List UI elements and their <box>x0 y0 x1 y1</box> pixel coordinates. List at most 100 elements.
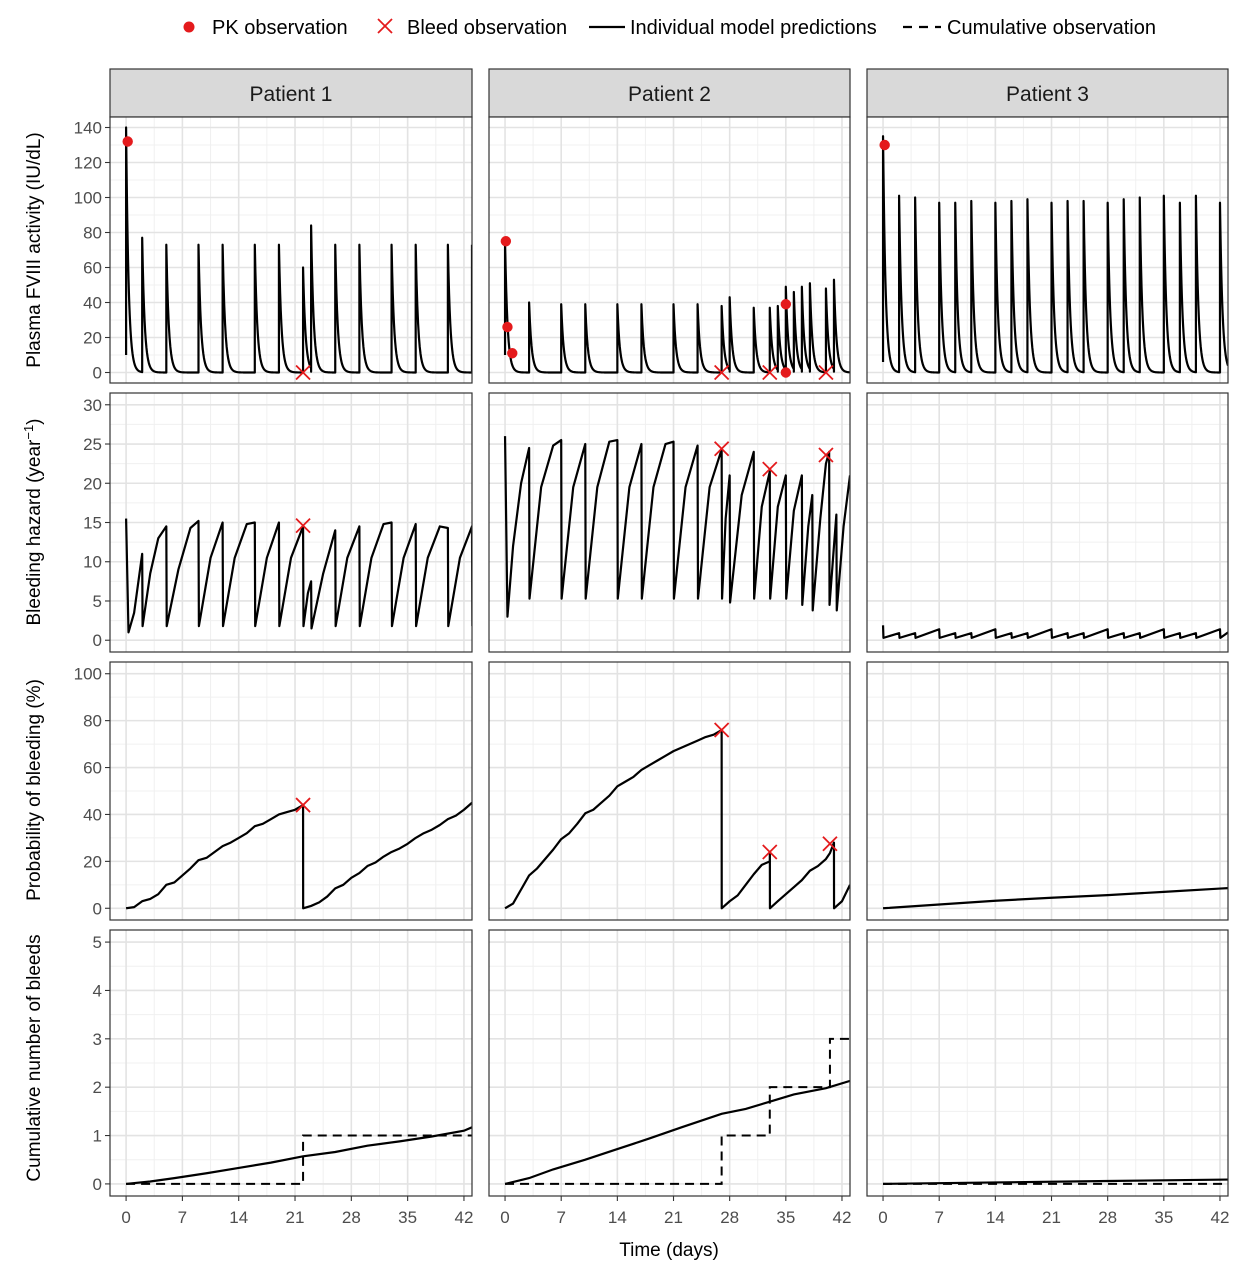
x-tick-label: 0 <box>878 1208 887 1227</box>
pk-observation-point <box>500 236 512 247</box>
fviii-prediction-line <box>503 240 850 374</box>
panel-border <box>866 116 1229 384</box>
x-tick-label: 7 <box>178 1208 187 1227</box>
panel-border <box>109 661 473 921</box>
panel-border <box>488 929 851 1197</box>
panel-cum-patient-2 <box>488 929 851 1197</box>
y-tick-label: 2 <box>93 1078 102 1097</box>
x-tick-label: 28 <box>342 1208 361 1227</box>
legend-label-pk: PK observation <box>212 17 348 39</box>
panel-grid: Patient 1 Patient 2 Patient 3 <box>109 68 1229 1197</box>
y-tick-label: 20 <box>83 329 102 348</box>
panel-prob-patient-3 <box>866 661 1229 921</box>
y-tick-label: 120 <box>74 154 102 173</box>
panel-hazard-patient-3 <box>866 392 1229 653</box>
x-tick-label: 7 <box>934 1208 943 1227</box>
pk-observation-point <box>507 348 518 359</box>
x-tick-label: 28 <box>1098 1208 1117 1227</box>
panel-fviii-patient-1 <box>109 116 473 384</box>
y-tick-label: 10 <box>83 553 102 572</box>
strip-label-patient-1: Patient 1 <box>250 83 333 106</box>
x-tick-label: 35 <box>1154 1208 1173 1227</box>
fviii-prediction-line <box>124 126 472 374</box>
series-layer <box>125 1126 472 1186</box>
fviii-prediction-line <box>881 135 1228 374</box>
panel-hazard-patient-1 <box>109 392 473 653</box>
series-layer <box>883 1178 1228 1186</box>
panel-border <box>866 392 1229 653</box>
x-tick-label: 35 <box>398 1208 417 1227</box>
series-layer <box>881 625 1228 639</box>
bleed-observation-marker <box>295 518 311 534</box>
panel-border <box>488 392 851 653</box>
series-layer <box>500 236 850 378</box>
y-axis-title-fviii: Plasma FVIII activity (IU/dL) <box>24 132 45 367</box>
bleed-observation-marker <box>714 722 730 738</box>
panel-fviii-patient-2 <box>488 116 851 384</box>
bleed-observation-marker <box>818 447 834 463</box>
y-axis-title-hazard: Bleeding hazard (year−1) <box>21 418 46 625</box>
panel-prob-patient-1 <box>109 661 473 921</box>
y-tick-label: 0 <box>93 631 102 650</box>
strip-label-patient-2: Patient 2 <box>628 83 711 106</box>
x-tick-label: 21 <box>286 1208 305 1227</box>
x-tick-label: 42 <box>1211 1208 1230 1227</box>
cumulative-prediction-line <box>883 1178 1228 1186</box>
x-tick-label: 35 <box>776 1208 795 1227</box>
bleed-observation-marker <box>762 461 778 477</box>
x-tick-label: 21 <box>664 1208 683 1227</box>
hazard-prediction-line <box>881 625 1228 639</box>
bleed-observation-marker <box>762 364 778 381</box>
bleed-observation-marker <box>295 797 311 813</box>
legend-pk-point-icon <box>183 21 195 33</box>
panel-border <box>488 116 851 384</box>
panel-border <box>866 929 1229 1197</box>
prob-prediction-line <box>504 728 850 910</box>
prob-prediction-line <box>882 887 1228 910</box>
panel-border <box>488 661 851 921</box>
x-tick-label: 14 <box>229 1208 248 1227</box>
y-tick-label: 0 <box>93 899 102 918</box>
y-tick-label: 140 <box>74 119 102 138</box>
bleed-observation-marker <box>818 364 834 381</box>
x-tick-label: 42 <box>454 1208 473 1227</box>
panel-cum-patient-1 <box>109 929 473 1197</box>
legend-label-cum: Cumulative observation <box>947 17 1156 39</box>
panel-border <box>866 661 1229 921</box>
y-tick-label: 100 <box>74 665 102 684</box>
panel-border <box>109 116 473 384</box>
pk-observation-point <box>122 136 133 147</box>
y-tick-label: 80 <box>83 224 102 243</box>
legend: PK observation Bleed observation Individ… <box>183 17 1156 39</box>
y-tick-label: 0 <box>93 1175 102 1194</box>
y-tick-label: 25 <box>83 435 102 454</box>
pk-observation-point <box>780 299 792 310</box>
y-tick-label: 40 <box>83 294 102 313</box>
x-axis-title: Time (days) <box>619 1240 719 1261</box>
cumulative-prediction-line <box>504 1079 850 1185</box>
series-layer <box>879 135 1228 374</box>
legend-label-model: Individual model predictions <box>630 17 877 39</box>
legend-bleed-cross-icon <box>377 18 393 34</box>
y-tick-label: 5 <box>93 933 102 952</box>
cumulative-prediction-line <box>125 1126 472 1186</box>
series-layer <box>882 887 1228 910</box>
pk-observation-point <box>879 139 890 151</box>
bleed-observation-marker <box>822 836 838 852</box>
y-tick-label: 4 <box>93 981 102 1000</box>
strip-background <box>866 68 1229 118</box>
y-axis-title-cumulative: Cumulative number of bleeds <box>24 934 45 1181</box>
x-tick-label: 14 <box>608 1208 627 1227</box>
bleed-observation-marker <box>295 364 311 381</box>
x-tick-label: 28 <box>720 1208 739 1227</box>
bleed-observation-marker <box>714 364 730 381</box>
y-tick-labels: 0204060801001201400510152025300204060801… <box>74 119 110 1194</box>
panel-hazard-patient-2 <box>488 392 851 653</box>
cumulative-observation-line <box>126 1134 472 1185</box>
x-tick-label: 0 <box>121 1208 130 1227</box>
y-tick-label: 1 <box>93 1127 102 1146</box>
x-tick-label: 7 <box>556 1208 565 1227</box>
series-layer <box>122 126 472 374</box>
legend-label-bleed: Bleed observation <box>407 17 567 39</box>
